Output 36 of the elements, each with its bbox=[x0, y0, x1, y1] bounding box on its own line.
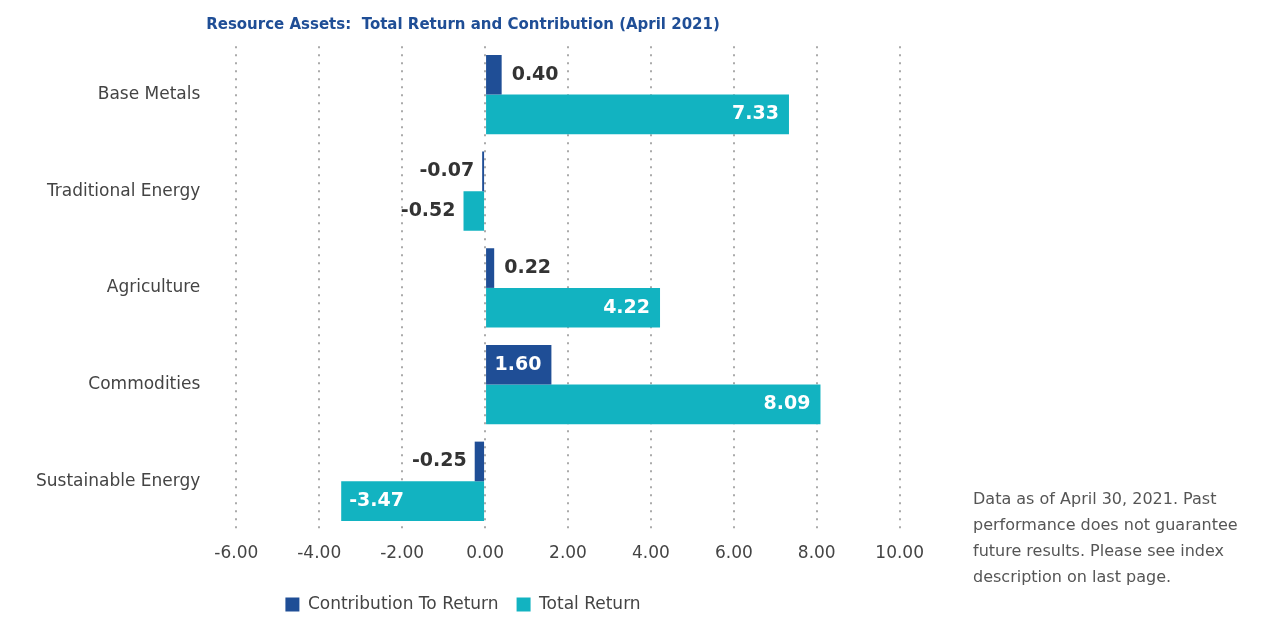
x-tick-label: 10.00 bbox=[875, 542, 924, 563]
legend-label: Contribution To Return bbox=[307, 592, 499, 613]
data-label: -3.47 bbox=[349, 488, 404, 511]
data-label: -0.25 bbox=[411, 448, 467, 471]
bar bbox=[474, 441, 485, 482]
y-tick-label: Sustainable Energy bbox=[35, 469, 201, 490]
bar bbox=[486, 248, 495, 288]
y-tick-label: Traditional Energy bbox=[45, 179, 201, 200]
data-label: 7.33 bbox=[732, 101, 779, 124]
bar bbox=[341, 481, 485, 521]
data-label: -0.07 bbox=[419, 158, 475, 181]
data-label: 4.22 bbox=[603, 294, 651, 317]
x-tick-label: 0.00 bbox=[466, 542, 504, 563]
y-tick-label: Commodities bbox=[88, 373, 201, 393]
text: Data as of April 30, 2021. Past performance does not guarantee future results. Please see index description on last page. bbox=[973, 488, 1239, 588]
bar bbox=[486, 94, 789, 135]
x-tick-label: 8.00 bbox=[797, 542, 836, 563]
legend-label: Total Return bbox=[538, 592, 641, 613]
x-tick-label: 6.00 bbox=[714, 542, 753, 563]
x-tick-label: -2.00 bbox=[380, 542, 425, 563]
x-tick-label: 2.00 bbox=[549, 542, 587, 563]
bar bbox=[463, 191, 485, 231]
y-tick-label: Base Metals bbox=[97, 82, 201, 103]
data-label: 0.40 bbox=[511, 61, 559, 84]
x-tick-label: -6.00 bbox=[214, 542, 259, 563]
x-tick-label: -4.00 bbox=[297, 542, 342, 563]
bar bbox=[486, 287, 661, 328]
bar bbox=[486, 384, 821, 425]
chart-title: Resource Assets: Total Return and Contribution (April 2021) bbox=[206, 15, 720, 34]
x-tick-label: 4.00 bbox=[631, 542, 670, 563]
data-label: -0.52 bbox=[400, 197, 456, 220]
y-tick-label: Agriculture bbox=[106, 276, 201, 297]
bar bbox=[486, 54, 502, 95]
data-label: 1.60 bbox=[494, 351, 542, 374]
data-label: 0.22 bbox=[504, 255, 552, 278]
data-label: 8.09 bbox=[763, 391, 811, 414]
